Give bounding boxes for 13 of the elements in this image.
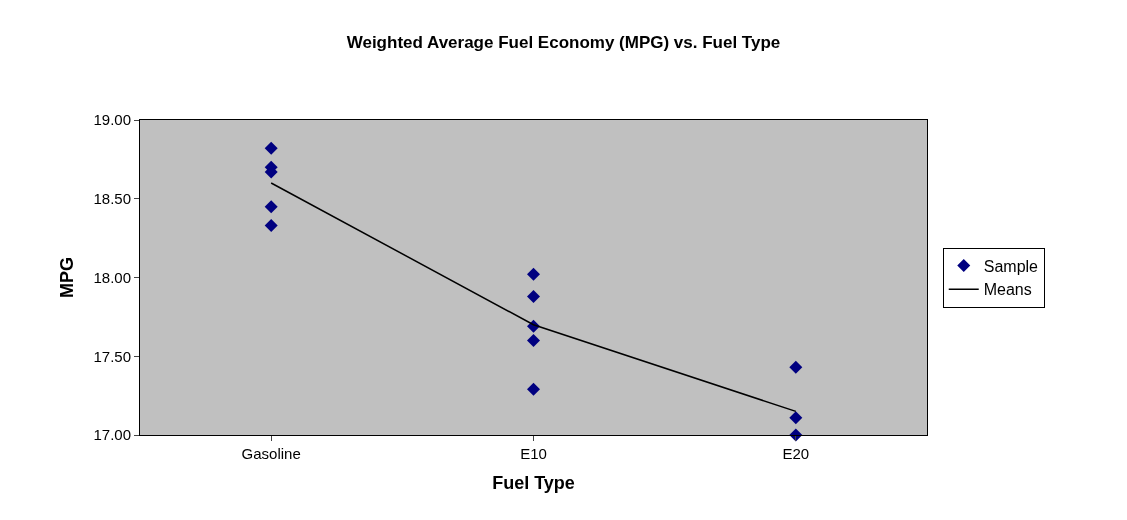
y-tick-label: 17.00 [93,426,131,444]
y-tick-label: 18.50 [93,190,131,207]
x-tick-label: Gasoline [241,445,301,462]
y-axis-title: MPG [56,256,77,299]
x-tick-label: E10 [520,445,547,462]
x-axis-title: Fuel Type [492,473,575,494]
y-tick-label: 18.00 [93,268,131,286]
legend-label: Means [983,281,1032,299]
chart-title: Weighted Average Fuel Economy (MPG) vs. Fuel Type [346,33,781,53]
x-tick-label: E20 [782,445,810,462]
y-tick-label: 19.00 [93,111,131,129]
legend-label: Sample [983,257,1039,275]
y-tick-label: 17.50 [93,347,131,365]
